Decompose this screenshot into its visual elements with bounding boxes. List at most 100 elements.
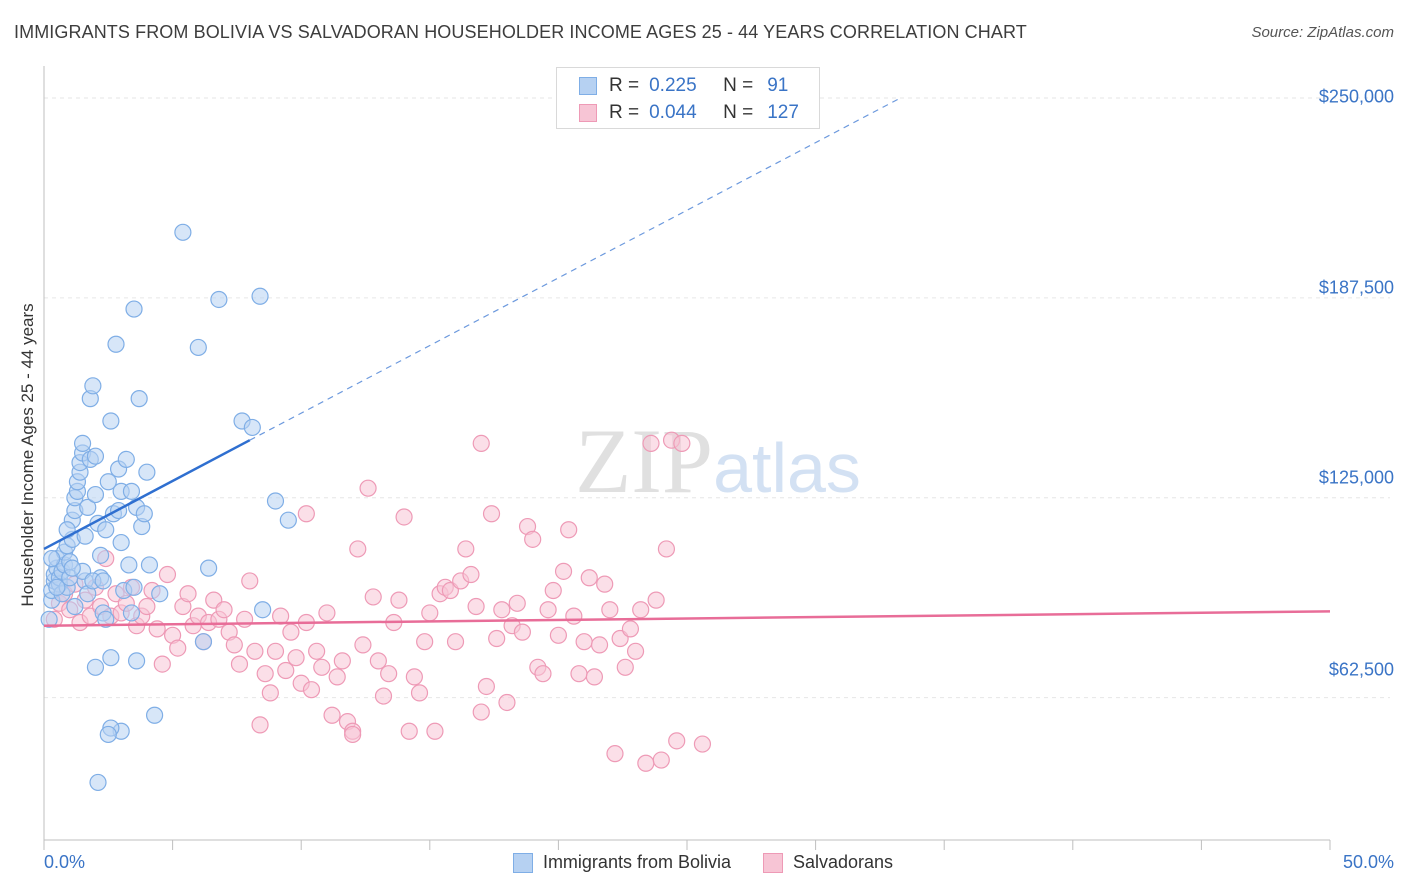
salvadorans-point bbox=[626, 642, 645, 660]
y-tick-label-187500: $187,500 bbox=[1318, 277, 1394, 298]
bolivia-swatch-icon bbox=[579, 77, 597, 95]
bolivia-point bbox=[102, 412, 120, 430]
bolivia-point bbox=[89, 773, 107, 792]
salvadorans-point bbox=[560, 521, 578, 539]
salvadorans-point bbox=[380, 665, 398, 683]
bolivia-point bbox=[66, 597, 84, 616]
salvadorans-point bbox=[410, 684, 429, 702]
salvadorans-point bbox=[534, 665, 552, 683]
bolivia-point bbox=[125, 578, 143, 596]
salvadorans-point bbox=[308, 642, 326, 660]
bolivia-point bbox=[84, 377, 102, 395]
bolivia-point bbox=[189, 338, 207, 357]
watermark: ZIPatlas bbox=[575, 410, 861, 512]
bolivia-point bbox=[254, 601, 272, 619]
bolivia-point bbox=[145, 706, 164, 724]
salvadorans-point bbox=[482, 505, 501, 523]
salvadorans-point bbox=[570, 665, 588, 683]
salvadorans-point bbox=[549, 626, 568, 644]
bolivia-point bbox=[48, 578, 66, 596]
bolivia-point bbox=[94, 572, 112, 590]
source-credit: Source: ZipAtlas.com bbox=[1251, 24, 1394, 41]
salvadorans-point bbox=[668, 732, 686, 750]
bolivia-point bbox=[97, 610, 115, 628]
salvadorans-point bbox=[179, 585, 197, 603]
salvadorans-point bbox=[236, 610, 254, 628]
salvadorans-point bbox=[230, 655, 249, 673]
salvadorans-point bbox=[158, 565, 177, 584]
salvadorans-point bbox=[421, 604, 439, 622]
salvadorans-point bbox=[539, 601, 557, 619]
r-value: 0.044 bbox=[649, 102, 697, 123]
bolivia-point bbox=[73, 434, 92, 453]
salvadorans-point bbox=[416, 633, 434, 651]
n-value: 91 bbox=[767, 75, 789, 96]
salvadorans-point bbox=[318, 604, 336, 622]
n-label: N = bbox=[723, 75, 754, 96]
y-tick-label-62500: $62,500 bbox=[1328, 659, 1394, 680]
legend-item-salvadorans[interactable]: Salvadorans bbox=[762, 852, 893, 873]
salvadorans-point bbox=[374, 687, 393, 705]
y-tick-label-125000: $125,000 bbox=[1318, 467, 1394, 488]
bolivia-point bbox=[135, 505, 153, 523]
salvadorans-point bbox=[272, 607, 290, 625]
legend-item-bolivia[interactable]: Immigrants from Bolivia bbox=[512, 852, 731, 873]
bolivia-point bbox=[117, 450, 135, 468]
salvadorans-point bbox=[647, 591, 665, 609]
bolivia-point bbox=[210, 290, 228, 309]
bolivia-point bbox=[125, 300, 143, 318]
salvadorans-point bbox=[493, 601, 511, 619]
salvadorans-point bbox=[580, 569, 598, 587]
salvadorans-point bbox=[596, 575, 614, 593]
salvadorans-swatch-icon bbox=[579, 104, 597, 122]
salvadorans-point bbox=[246, 642, 264, 660]
salvadorans-point bbox=[400, 722, 418, 740]
bolivia-point bbox=[63, 559, 81, 577]
bolivia-point bbox=[107, 335, 125, 353]
salvadorans-point bbox=[256, 665, 274, 683]
bolivia-point bbox=[151, 585, 169, 603]
legend: Immigrants from Bolivia Salvadorans bbox=[0, 852, 1406, 873]
bolivia-point bbox=[40, 610, 58, 628]
bolivia-point bbox=[194, 633, 213, 651]
salvadorans-point bbox=[554, 562, 573, 580]
bolivia-point bbox=[243, 418, 261, 437]
salvadorans-point bbox=[333, 652, 351, 670]
salvadorans-point bbox=[477, 677, 495, 696]
r-value: 0.225 bbox=[649, 75, 697, 96]
salvadorans-point bbox=[287, 649, 305, 667]
salvadorans-point bbox=[169, 639, 187, 657]
bolivia-point bbox=[251, 287, 269, 305]
salvadorans-point bbox=[575, 633, 593, 651]
salvadorans-point bbox=[354, 636, 372, 654]
bolivia-point bbox=[120, 556, 138, 574]
salvadorans-point bbox=[266, 642, 285, 660]
bolivia-point bbox=[97, 521, 115, 539]
bolivia-point bbox=[86, 447, 105, 465]
salvadorans-point bbox=[585, 668, 604, 686]
bolivia-point bbox=[266, 492, 285, 510]
salvadorans-point bbox=[565, 607, 583, 625]
bolivia-point bbox=[127, 652, 146, 670]
bolivia-point bbox=[102, 649, 120, 667]
salvadorans-point bbox=[513, 623, 531, 641]
bolivia-point bbox=[99, 473, 117, 491]
salvadorans-point bbox=[302, 681, 321, 699]
bolivia-point bbox=[91, 546, 110, 564]
salvadorans-point bbox=[369, 652, 387, 670]
salvadorans-point bbox=[657, 540, 676, 558]
correlation-stats-box: R = 0.225 N = 91 R = 0.044 N = 127 bbox=[556, 67, 820, 129]
salvadorans-point bbox=[472, 703, 490, 721]
salvadorans-point bbox=[313, 658, 331, 676]
salvadorans-point bbox=[297, 505, 315, 523]
salvadorans-point bbox=[390, 591, 408, 609]
salvadorans-point bbox=[323, 706, 341, 724]
bolivia-point bbox=[122, 604, 141, 622]
bolivia-point bbox=[99, 725, 117, 744]
salvadorans-point bbox=[241, 572, 259, 590]
bolivia-point bbox=[200, 559, 218, 577]
salvadorans-point bbox=[462, 565, 480, 584]
salvadorans-point bbox=[590, 636, 609, 654]
salvadorans-point bbox=[405, 668, 423, 686]
